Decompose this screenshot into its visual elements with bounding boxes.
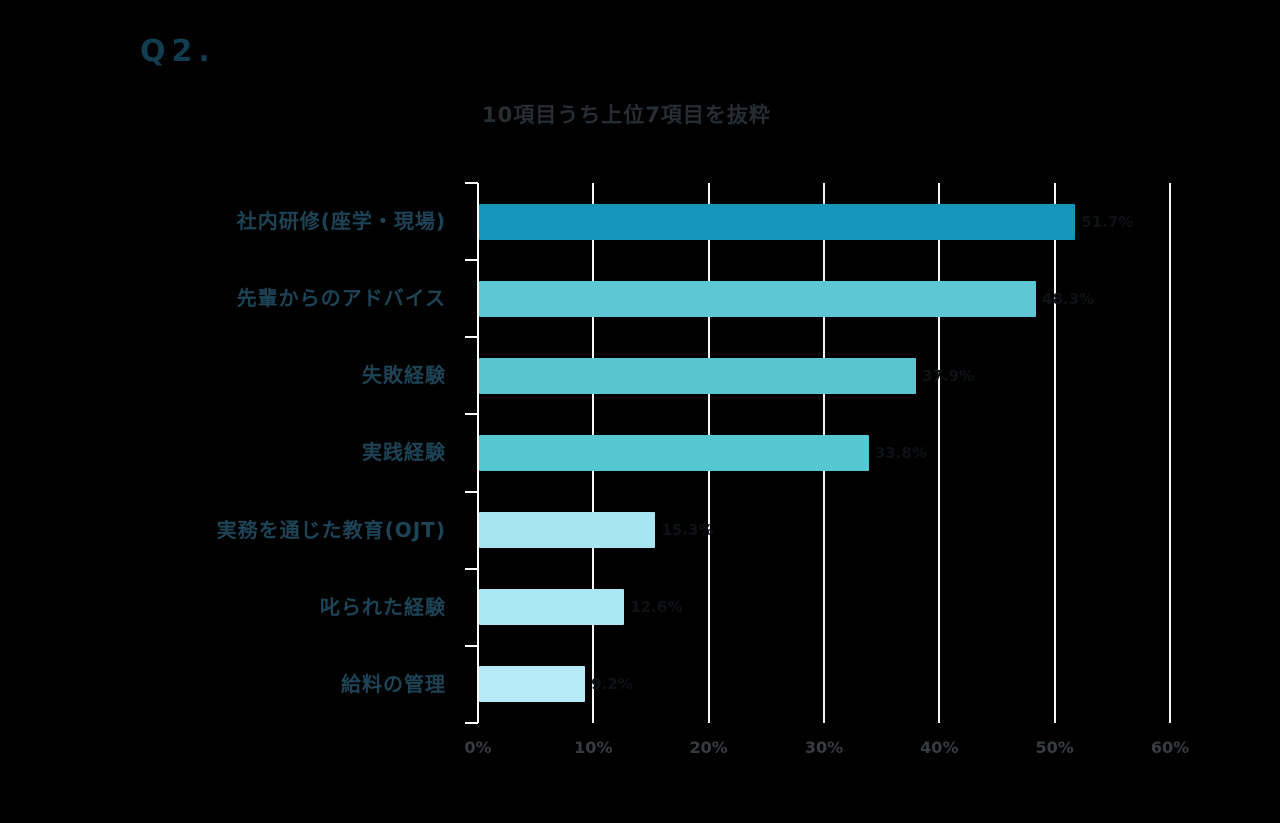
bar-row: 33.8% <box>478 414 1170 491</box>
bar <box>479 434 869 471</box>
bar-value-label: 15.3% <box>661 521 714 540</box>
bar <box>479 203 1076 240</box>
bar <box>479 589 625 626</box>
category-label: 先輩からのアドバイス <box>236 286 446 311</box>
bar-value-label: 37.9% <box>922 366 975 385</box>
x-axis-tick-label: 20% <box>689 738 728 757</box>
y-axis-tick-mark <box>465 644 478 647</box>
bar <box>479 280 1037 317</box>
category-label: 給料の管理 <box>341 671 446 696</box>
bar-chart-plot-area: 51.7% 48.3% 37.9% 33.8% 15.3% 12.6% 9.2% <box>465 182 1171 724</box>
bar-row: 51.7% <box>478 183 1170 260</box>
x-axis-tick-label: 50% <box>1035 738 1074 757</box>
category-axis-labels: 社内研修(座学・現場) 先輩からのアドバイス失敗経験実践経験実務を通じた教育(OJ… <box>0 183 456 723</box>
y-axis-tick-mark <box>465 567 478 570</box>
bar-row: 15.3% <box>478 492 1170 569</box>
x-axis-tick-label: 40% <box>920 738 959 757</box>
gridline <box>1053 183 1056 723</box>
gridline <box>938 183 941 723</box>
bar <box>479 357 917 394</box>
bar-row: 12.6% <box>478 569 1170 646</box>
y-axis-tick-mark <box>465 413 478 416</box>
bar-value-label: 48.3% <box>1042 289 1095 308</box>
x-axis-tick-label: 30% <box>804 738 844 757</box>
x-axis-tick-labels: 0% 10% 20% 30% 40% 50% 60% <box>464 738 1189 764</box>
y-axis-tick-mark <box>465 336 478 339</box>
bar <box>479 512 656 549</box>
bar-value-label: 12.6% <box>630 598 683 617</box>
bar <box>479 666 586 703</box>
bar-value-label: 51.7% <box>1081 212 1134 231</box>
category-label: 実務を通じた教育(OJT) <box>216 517 446 542</box>
bar-row: 48.3% <box>478 260 1170 337</box>
y-axis-tick-mark <box>465 182 478 184</box>
category-label: 叱られた経験 <box>320 594 446 619</box>
question-number-label: Q2. <box>140 34 216 69</box>
bar-value-label: 9.2% <box>591 675 633 694</box>
x-axis-tick-label: 60% <box>1150 738 1190 757</box>
bar-row: 9.2% <box>478 646 1170 723</box>
chart-subtitle: 10項目うち上位7項目を抜粋 <box>482 103 771 127</box>
gridline <box>1169 183 1171 723</box>
y-axis-line <box>477 183 479 723</box>
bar-value-label: 33.8% <box>874 443 927 462</box>
y-axis-tick-mark <box>465 722 478 724</box>
y-axis-tick-mark <box>465 490 478 493</box>
bar-row: 37.9% <box>478 337 1170 414</box>
category-label: 失敗経験 <box>362 363 446 388</box>
category-label: 社内研修(座学・現場) <box>236 209 446 233</box>
category-label: 実践経験 <box>362 440 446 465</box>
x-axis-tick-label: 10% <box>574 738 613 757</box>
x-axis-tick-label: 0% <box>464 738 492 757</box>
y-axis-tick-mark <box>465 259 478 262</box>
